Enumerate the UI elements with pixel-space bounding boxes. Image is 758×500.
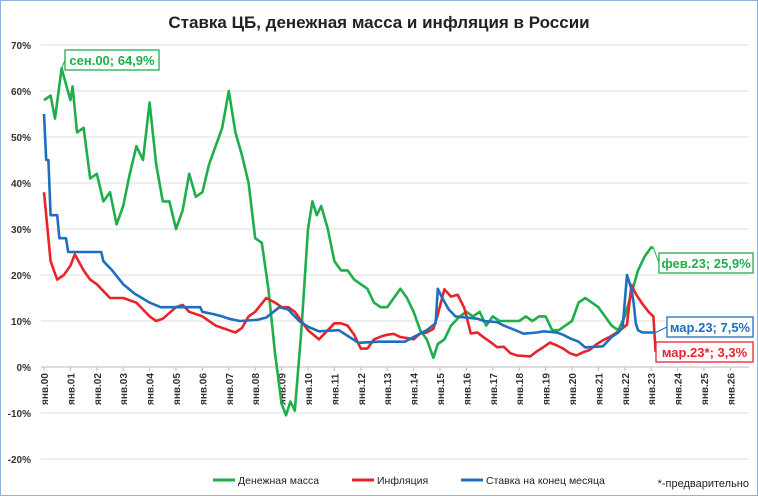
x-tick-label: янв.05 [172, 373, 183, 405]
y-tick-label: 20% [11, 271, 31, 282]
legend-label: Инфляция [377, 475, 428, 487]
legend-label: Денежная масса [238, 475, 319, 487]
annotation-label: сен.00; 64,9% [69, 53, 155, 68]
x-tick-label: янв.08 [251, 373, 262, 405]
x-tick-label: янв.23 [647, 373, 658, 405]
x-tick-label: янв.21 [594, 373, 605, 405]
x-tick-label: янв.10 [304, 373, 315, 405]
x-tick-label: янв.11 [330, 373, 341, 405]
annotation-label: мар.23; 7,5% [670, 320, 751, 335]
x-tick-label: янв.03 [119, 373, 130, 405]
y-tick-label: 30% [11, 225, 31, 236]
y-tick-label: 10% [11, 317, 31, 328]
x-tick-label: янв.20 [568, 373, 579, 405]
x-tick-label: янв.04 [146, 373, 157, 405]
x-tick-label: янв.25 [700, 373, 711, 405]
x-tick-label: янв.19 [542, 373, 553, 405]
x-tick-label: янв.26 [726, 373, 737, 405]
x-tick-label: янв.18 [515, 373, 526, 405]
x-tick-label: янв.07 [225, 373, 236, 405]
x-tick-label: янв.06 [198, 373, 209, 405]
y-tick-label: 60% [11, 87, 31, 98]
y-tick-label: -20% [8, 455, 31, 466]
chart-title: Ставка ЦБ, денежная масса и инфляция в Р… [168, 13, 589, 32]
x-tick-label: янв.00 [40, 373, 51, 405]
y-tick-label: 70% [11, 41, 31, 52]
x-tick-label: янв.16 [462, 373, 473, 405]
x-tick-label: янв.22 [621, 373, 632, 405]
x-tick-label: янв.13 [383, 373, 394, 405]
annotation-leader [656, 327, 667, 333]
x-tick-label: янв.24 [674, 373, 685, 405]
legend-label: Ставка на конец месяца [486, 475, 605, 487]
annotation-label: мар.23*; 3,3% [662, 345, 748, 360]
annotation-leader [653, 248, 659, 263]
x-tick-label: янв.14 [410, 373, 421, 405]
y-tick-label: 0% [17, 363, 32, 374]
x-tick-label: янв.12 [357, 373, 368, 405]
y-tick-label: 50% [11, 133, 31, 144]
x-tick-label: янв.01 [66, 373, 77, 405]
footnote: *-предварительно [658, 478, 749, 490]
annotation-label: фев.23; 25,9% [661, 256, 751, 271]
x-tick-label: янв.02 [93, 373, 104, 405]
series-line-0 [44, 68, 653, 415]
x-tick-label: янв.17 [489, 373, 500, 405]
x-tick-label: янв.15 [436, 373, 447, 405]
y-tick-label: -10% [8, 409, 31, 420]
y-tick-label: 40% [11, 179, 31, 190]
